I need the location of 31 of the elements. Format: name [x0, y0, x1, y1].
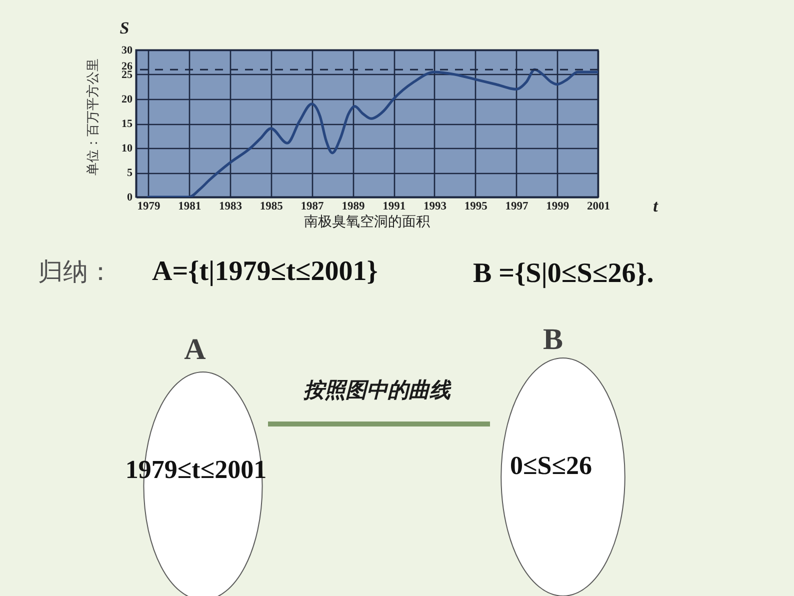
text: 南极臭氧空洞的面积: [304, 214, 430, 230]
x-tick-label: 1999: [546, 200, 570, 212]
x-tick-label: 1993: [423, 200, 447, 212]
y-tick-label: 10: [122, 142, 133, 154]
x-tick-label: 1979: [137, 200, 161, 212]
text: 单位：百万平方公里: [85, 58, 101, 176]
y-tick-label: 25: [122, 69, 133, 81]
x-tick-label: 1991: [382, 200, 406, 212]
text: 0≤S≤26: [510, 451, 592, 480]
y-tick-label: 5: [127, 167, 133, 179]
x-tick-label: 1987: [300, 200, 324, 212]
text: 按照图中的曲线: [302, 378, 452, 402]
text: 归纳：: [38, 257, 113, 286]
y-tick-label: 20: [122, 94, 133, 106]
x-axis-title: t: [653, 196, 660, 216]
text: A: [184, 333, 206, 366]
x-tick-label: 1997: [505, 200, 528, 212]
text: B: [542, 323, 564, 356]
x-tick-label: 1985: [260, 200, 284, 212]
text: A={t|1979≤t≤2001}: [152, 256, 378, 287]
y-tick-label: 0: [127, 192, 133, 204]
x-tick-label: 1989: [342, 200, 365, 212]
x-tick-label: 1995: [464, 200, 488, 212]
y-axis-title: S: [120, 18, 130, 38]
y-tick-label: 15: [122, 118, 133, 130]
y-tick-label: 30: [122, 44, 133, 56]
x-tick-label: 2001: [587, 200, 610, 212]
text: B ={S|0≤S≤26}.: [473, 258, 654, 289]
line-series: [146, 68, 598, 197]
x-tick-label: 1981: [178, 200, 202, 212]
x-tick-label: 1983: [219, 200, 242, 212]
